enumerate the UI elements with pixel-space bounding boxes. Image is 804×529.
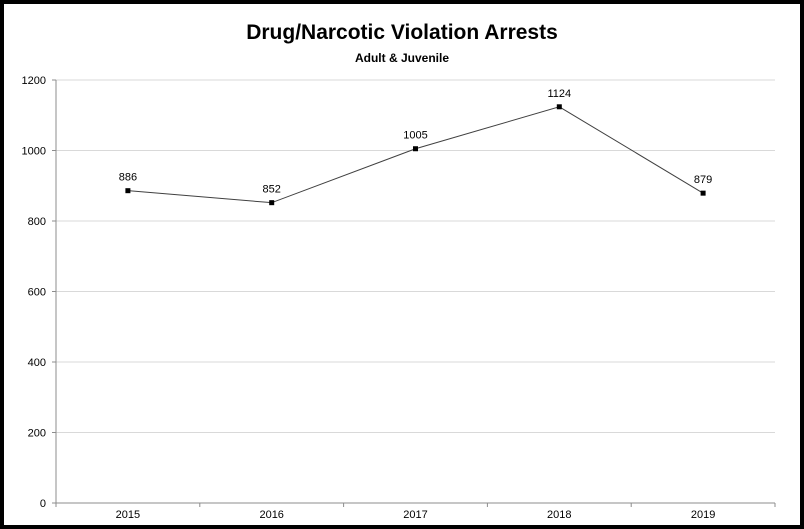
x-tick-label: 2019 <box>691 509 715 521</box>
data-point-marker <box>125 188 131 194</box>
y-tick-label: 1000 <box>22 146 46 158</box>
data-labels: 886 852 1005 1124 879 <box>119 88 713 196</box>
y-tick-label: 200 <box>28 428 46 440</box>
chart-title: Drug/Narcotic Violation Arrests <box>246 21 558 44</box>
data-point-marker <box>269 200 275 206</box>
data-label: 1124 <box>547 88 571 100</box>
data-point-marker <box>556 104 562 110</box>
chart-subtitle: Adult & Juvenile <box>354 51 449 65</box>
data-label: 1005 <box>403 130 427 142</box>
gridlines <box>56 79 775 433</box>
y-tick-label: 400 <box>28 357 46 369</box>
data-label: 879 <box>694 174 712 186</box>
y-tick-label: 1200 <box>22 75 46 87</box>
series-group <box>125 104 706 206</box>
data-point-marker <box>700 190 706 196</box>
x-tick-label: 2015 <box>116 509 140 521</box>
y-tick-label: 0 <box>40 498 46 510</box>
data-point-marker <box>413 146 418 152</box>
y-axis-ticks: 0 200 400 600 800 1000 1200 <box>22 75 56 510</box>
x-tick-label: 2016 <box>259 509 283 521</box>
x-axis-ticks: 2015 2016 2017 2018 2019 <box>55 503 776 521</box>
series-line <box>127 106 704 204</box>
x-tick-label: 2018 <box>547 509 571 521</box>
y-tick-label: 600 <box>28 287 46 299</box>
x-tick-label: 2017 <box>403 509 427 521</box>
y-tick-label: 800 <box>28 216 46 228</box>
data-label: 852 <box>263 184 281 196</box>
data-label: 886 <box>119 172 137 184</box>
